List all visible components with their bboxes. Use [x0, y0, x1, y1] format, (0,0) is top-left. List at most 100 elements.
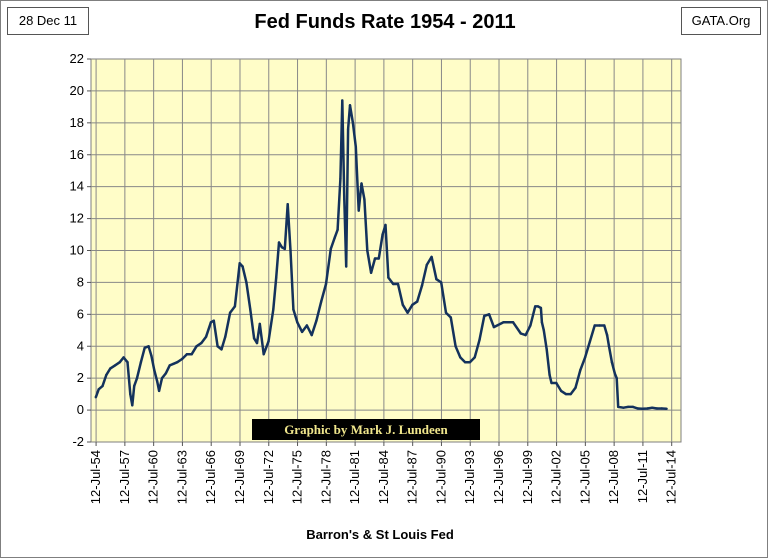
data-point: [180, 357, 184, 361]
data-point: [660, 407, 663, 410]
data-point: [348, 104, 352, 107]
data-point: [354, 145, 357, 148]
data-point: [289, 249, 292, 252]
date-tag: 28 Dec 11: [7, 7, 89, 35]
data-point: [492, 325, 496, 329]
data-point: [351, 121, 355, 125]
data-point: [622, 406, 625, 409]
x-tick-label: 12-Jul-87: [405, 450, 420, 504]
x-tick-label: 12-Jul-72: [261, 450, 276, 504]
data-point: [416, 300, 419, 303]
data-point: [97, 388, 100, 391]
data-point: [473, 356, 476, 359]
data-point: [286, 203, 289, 206]
data-point: [272, 308, 275, 311]
data-point: [212, 319, 215, 322]
data-point: [487, 313, 491, 316]
x-tick-label: 12-Jul-84: [376, 450, 391, 504]
data-point: [636, 407, 639, 410]
data-point: [613, 372, 616, 375]
data-point: [588, 340, 592, 343]
data-point: [381, 233, 384, 236]
data-point: [220, 348, 223, 351]
data-point: [449, 316, 452, 319]
x-tick-label: 12-Jul-69: [232, 450, 247, 504]
data-point: [363, 198, 366, 201]
data-point: [536, 305, 540, 308]
x-tick-label: 12-Jul-57: [117, 450, 132, 504]
data-point: [631, 405, 635, 409]
y-tick-label: 4: [77, 338, 84, 353]
data-point: [228, 311, 232, 314]
y-tick-label: 12: [70, 211, 84, 226]
data-point: [360, 182, 363, 185]
data-point: [539, 306, 543, 310]
data-point: [655, 407, 659, 410]
data-point: [245, 281, 248, 284]
data-point: [440, 281, 443, 284]
data-point: [283, 247, 286, 251]
x-axis: 12-Jul-54 12-Jul-57 12-Jul-60 12-Jul-63 12-J…: [88, 442, 679, 504]
data-point: [665, 407, 668, 410]
graphic-credit-label: Graphic by Mark J. Lundeen: [252, 419, 480, 440]
data-point: [200, 341, 203, 345]
data-point: [387, 276, 390, 279]
data-point: [238, 262, 241, 265]
data-point: [147, 345, 150, 348]
data-point: [605, 333, 609, 337]
data-point: [241, 265, 244, 268]
data-point: [463, 361, 467, 364]
x-tick-label: 12-Jul-54: [88, 450, 103, 504]
data-point: [511, 321, 515, 324]
x-tick-label: 12-Jul-75: [290, 450, 305, 504]
data-point: [564, 392, 568, 396]
data-point: [345, 265, 348, 268]
y-axis: -2 0 2 4 6 8 10 12 14 16 18 20 22: [70, 51, 91, 449]
y-tick-label: 14: [70, 179, 84, 194]
data-point: [131, 404, 134, 407]
data-point: [502, 321, 505, 324]
data-point: [548, 373, 551, 377]
data-point: [164, 372, 167, 375]
data-point: [651, 406, 654, 409]
data-point: [252, 337, 256, 340]
data-point: [190, 353, 193, 356]
data-point: [435, 278, 438, 281]
data-point: [555, 381, 558, 385]
data-point: [366, 249, 369, 252]
data-point: [168, 364, 171, 367]
x-tick-label: 12-Jul-66: [203, 450, 218, 504]
data-point: [129, 392, 132, 396]
x-tick-label: 12-Jul-02: [549, 450, 564, 504]
data-point: [105, 373, 108, 377]
data-point: [339, 177, 342, 180]
data-point: [305, 324, 309, 327]
x-tick-label: 12-Jul-14: [664, 450, 679, 504]
data-point: [267, 340, 270, 343]
data-point: [118, 361, 122, 364]
data-point: [468, 361, 472, 364]
data-point: [315, 319, 318, 322]
data-point: [157, 389, 161, 393]
data-point: [172, 362, 175, 365]
data-point: [262, 353, 265, 356]
data-point: [133, 384, 136, 388]
data-point: [160, 377, 164, 380]
data-point: [459, 356, 462, 359]
x-tick-label: 12-Jul-08: [606, 450, 621, 504]
x-tick-label: 12-Jul-63: [174, 450, 189, 504]
data-point: [483, 314, 486, 318]
data-point: [109, 367, 112, 370]
y-tick-label: 2: [77, 370, 84, 385]
data-point: [310, 333, 313, 337]
data-point: [357, 209, 360, 212]
data-point: [444, 311, 448, 314]
data-point: [233, 305, 237, 308]
data-point: [559, 389, 563, 393]
data-point: [384, 223, 387, 227]
data-point: [406, 311, 409, 314]
data-point: [135, 377, 139, 380]
data-point: [185, 353, 189, 356]
x-tick-label: 12-Jul-05: [577, 450, 592, 504]
data-point: [550, 381, 553, 385]
